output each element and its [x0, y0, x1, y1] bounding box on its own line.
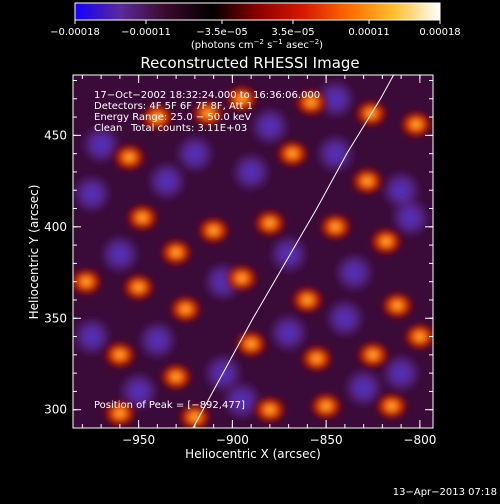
x-axis: −950 −900 −850 −800 — [81, 75, 436, 447]
hot-region — [102, 399, 137, 428]
hot-region — [380, 291, 415, 320]
colorbar-ticks: −0.00018 −0.00011 −3.5e−05 3.5e−05 0.00011 0.… — [50, 20, 461, 38]
cold-region — [73, 316, 112, 357]
hot-region — [309, 392, 344, 421]
cold-region — [315, 133, 356, 174]
hot-region — [224, 264, 259, 293]
cold-region — [99, 234, 140, 275]
cold-region — [73, 173, 112, 214]
hot-region — [275, 139, 310, 168]
hot-region — [159, 362, 194, 391]
chart-title: Reconstructed RHESSI Image — [140, 54, 359, 72]
cold-region — [174, 133, 215, 174]
cold-region — [146, 161, 187, 202]
colorbar-tick-label: −0.00011 — [121, 27, 171, 38]
cold-region — [81, 124, 122, 165]
x-axis-label: Heliocentric X (arcsec) — [185, 447, 321, 461]
annotation-date-range: 17−Oct−2002 18:32:24.000 to 16:36:06.000 — [94, 90, 320, 101]
cold-region — [334, 252, 375, 293]
hot-blobs — [73, 84, 433, 428]
hot-region — [374, 392, 409, 421]
plot-area — [73, 75, 433, 428]
hot-region — [294, 88, 329, 117]
hot-region — [356, 340, 390, 369]
colorbar-tick-label: −3.5e−05 — [196, 27, 248, 38]
annotation-detectors: Detectors: 4F 5F 6F 7F 8F, Att 1 — [94, 101, 253, 112]
y-tick-label: 450 — [44, 128, 67, 142]
hot-region — [196, 216, 231, 245]
cold-region — [268, 234, 309, 275]
hot-region — [140, 103, 175, 132]
hot-region — [369, 227, 404, 256]
hot-region — [350, 167, 385, 196]
cold-region — [249, 106, 290, 147]
cold-region — [343, 367, 384, 408]
annotation-clean: Clean — [94, 123, 122, 134]
hot-region — [399, 110, 433, 139]
hot-region — [402, 322, 433, 351]
y-tick-label: 300 — [44, 403, 67, 417]
y-tick-label: 350 — [44, 311, 67, 325]
annotation-energy: Energy Range: 25.0 − 50.0 keV — [94, 112, 251, 123]
hot-region — [125, 203, 160, 232]
hot-region — [252, 395, 287, 424]
hot-region — [191, 99, 225, 128]
hot-region — [168, 295, 203, 324]
cold-region — [221, 380, 262, 421]
hot-region — [224, 84, 259, 113]
colorbar-bar — [74, 2, 441, 21]
hot-region — [299, 344, 334, 373]
cold-region — [137, 320, 178, 361]
y-axis: 300 350 400 450 — [44, 79, 433, 429]
cold-region — [324, 298, 365, 339]
annotation-peak-position: Position of Peak = [−892,477] — [94, 400, 245, 411]
colorbar-tick-label: 0.00018 — [419, 27, 460, 38]
solar-limb-line — [192, 75, 395, 428]
annotation-total-counts: Total counts: 3.11E+03 — [130, 123, 247, 134]
cold-region — [381, 353, 422, 394]
plot-frame — [72, 74, 434, 429]
footer-date: 13−Apr−2013 07:18 — [393, 487, 497, 498]
hot-region — [73, 267, 104, 296]
x-tick-label: −950 — [122, 433, 155, 447]
x-tick-label: −850 — [310, 433, 343, 447]
hot-region — [290, 285, 325, 314]
x-tick-label: −900 — [216, 433, 249, 447]
cold-region — [390, 197, 431, 238]
colorbar-tick-label: 0.00011 — [348, 27, 389, 38]
cold-region — [231, 151, 272, 192]
x-tick-label: −800 — [403, 433, 436, 447]
hot-region — [102, 340, 137, 369]
y-axis-label: Heliocentric Y (arcsec) — [27, 185, 41, 320]
colorbar-units: (photons cm−2 s−1 asec−2) — [191, 38, 323, 51]
hot-region — [318, 212, 353, 241]
hot-region — [159, 238, 194, 267]
colorbar: −0.00018 −0.00011 −3.5e−05 3.5e−05 0.00011 0.… — [50, 2, 461, 51]
hot-region — [112, 143, 147, 172]
y-tick-label: 400 — [44, 220, 67, 234]
colorbar-tick-label: −0.00018 — [50, 27, 100, 38]
hot-region — [252, 209, 287, 238]
cold-region — [268, 312, 309, 353]
annotation-block: 17−Oct−2002 18:32:24.000 to 16:36:06.000… — [94, 90, 320, 134]
hot-region — [121, 273, 156, 302]
colorbar-tick-label: 3.5e−05 — [271, 27, 314, 38]
